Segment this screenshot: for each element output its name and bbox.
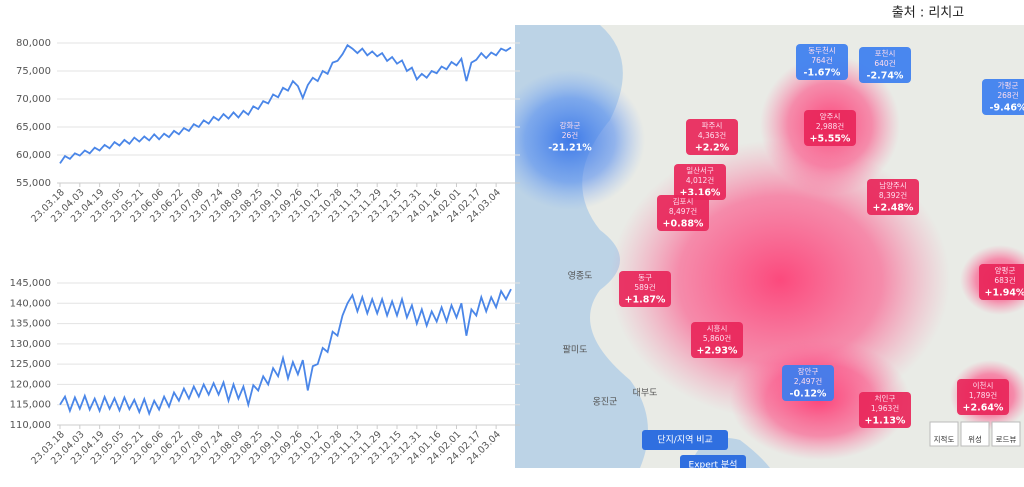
layer-label: 위성 bbox=[968, 435, 982, 444]
region-count: 764건 bbox=[811, 55, 832, 65]
heat bbox=[515, 70, 645, 210]
y-tick-label: 110,000 bbox=[10, 420, 51, 431]
region-name: 동두천시 bbox=[808, 45, 836, 55]
region-count: 8,392건 bbox=[879, 190, 907, 200]
region-change: +2.2% bbox=[695, 143, 730, 154]
region-box bbox=[674, 164, 726, 200]
region-change: -1.67% bbox=[804, 68, 841, 79]
region-name: 가평군 bbox=[998, 80, 1019, 90]
region-count: 8,497건 bbox=[669, 206, 697, 216]
region-change: -9.46% bbox=[990, 103, 1024, 114]
layer-label: 로드뷰 bbox=[996, 435, 1017, 444]
y-tick-label: 135,000 bbox=[10, 319, 51, 330]
region-change: -2.74% bbox=[867, 71, 904, 82]
line bbox=[59, 43, 512, 164]
region-change: -21.21% bbox=[548, 143, 592, 154]
place-label: 옹진군 bbox=[593, 397, 618, 408]
region-box bbox=[782, 365, 834, 401]
region-box bbox=[657, 195, 709, 231]
region-name: 김포시 bbox=[673, 196, 694, 206]
y-tick-label: 140,000 bbox=[10, 298, 51, 309]
source: 출처 : 리치고 bbox=[892, 6, 964, 21]
layer-button[interactable] bbox=[929, 421, 959, 447]
region-count: 4,363건 bbox=[698, 130, 726, 140]
region-box bbox=[691, 322, 743, 358]
region-count: 2,497건 bbox=[794, 376, 822, 386]
y-tick-label: 115,000 bbox=[10, 400, 51, 411]
region-name: 시흥시 bbox=[707, 323, 728, 333]
button-label: 단지/지역 비교 bbox=[657, 435, 713, 446]
region-box bbox=[867, 179, 919, 215]
region-count: 2,988건 bbox=[816, 121, 844, 131]
y-tick-label: 65,000 bbox=[16, 122, 51, 133]
region-change: +5.55% bbox=[810, 134, 851, 145]
region-box bbox=[957, 379, 1009, 415]
region-count: 26건 bbox=[562, 130, 579, 140]
y-tick-label: 60,000 bbox=[16, 150, 51, 161]
y-tick-label: 145,000 bbox=[10, 278, 51, 289]
region-name: 동구 bbox=[638, 273, 652, 282]
region-name: 일산서구 bbox=[686, 165, 714, 175]
region-box bbox=[619, 271, 671, 307]
region-name: 강화군 bbox=[560, 120, 581, 130]
place-label: 대부도 bbox=[633, 388, 658, 399]
button-label: Expert 분석 bbox=[689, 460, 738, 471]
region-count: 268건 bbox=[997, 90, 1018, 100]
region-change: -0.12% bbox=[790, 389, 827, 400]
place-label: 영종도 bbox=[568, 271, 593, 282]
region-count: 1,789건 bbox=[969, 390, 997, 400]
button[interactable] bbox=[642, 430, 728, 450]
region-change: +2.64% bbox=[963, 403, 1004, 414]
line bbox=[59, 288, 512, 417]
y-tick-label: 55,000 bbox=[16, 178, 51, 189]
y-tick-label: 120,000 bbox=[10, 379, 51, 390]
region-change: +3.16% bbox=[680, 188, 721, 199]
region-count: 5,860건 bbox=[703, 333, 731, 343]
region-count: 4,012건 bbox=[686, 175, 714, 185]
region-name: 처인구 bbox=[875, 393, 896, 403]
region-box bbox=[804, 110, 856, 146]
region-name: 이천시 bbox=[973, 380, 994, 390]
region-name: 장안구 bbox=[798, 366, 819, 376]
region-count: 640건 bbox=[874, 58, 895, 68]
region-change: +2.93% bbox=[697, 346, 738, 357]
region-box bbox=[796, 44, 848, 80]
region-change: +1.87% bbox=[625, 295, 666, 306]
region-change: +2.48% bbox=[873, 203, 914, 214]
button[interactable] bbox=[680, 455, 746, 475]
y-tick-label: 75,000 bbox=[16, 66, 51, 77]
region-count: 1,963건 bbox=[871, 403, 899, 413]
region-box bbox=[859, 392, 911, 428]
region-box bbox=[982, 79, 1024, 115]
y-tick-label: 70,000 bbox=[16, 94, 51, 105]
region-box bbox=[859, 47, 911, 83]
region-change: +1.94% bbox=[985, 288, 1024, 299]
region-name: 파주시 bbox=[702, 121, 723, 130]
region-name: 남양주시 bbox=[879, 181, 907, 190]
layer-button[interactable] bbox=[960, 421, 990, 447]
region-change: +1.13% bbox=[865, 416, 906, 427]
region-count: 589건 bbox=[634, 282, 655, 292]
region-count: 683건 bbox=[994, 275, 1015, 285]
region-name: 포천시 bbox=[875, 48, 896, 58]
region-name: 양주시 bbox=[820, 112, 841, 121]
region-box bbox=[686, 119, 738, 155]
region-box bbox=[979, 264, 1024, 300]
y-tick-label: 80,000 bbox=[16, 38, 51, 49]
y-tick-label: 130,000 bbox=[10, 339, 51, 350]
region-change: +0.88% bbox=[663, 219, 704, 230]
place-label: 팔미도 bbox=[563, 344, 588, 356]
region-name: 양평군 bbox=[995, 265, 1016, 275]
layer-label: 지적도 bbox=[934, 434, 955, 444]
y-tick-label: 125,000 bbox=[10, 359, 51, 370]
layer-button[interactable] bbox=[991, 421, 1021, 447]
